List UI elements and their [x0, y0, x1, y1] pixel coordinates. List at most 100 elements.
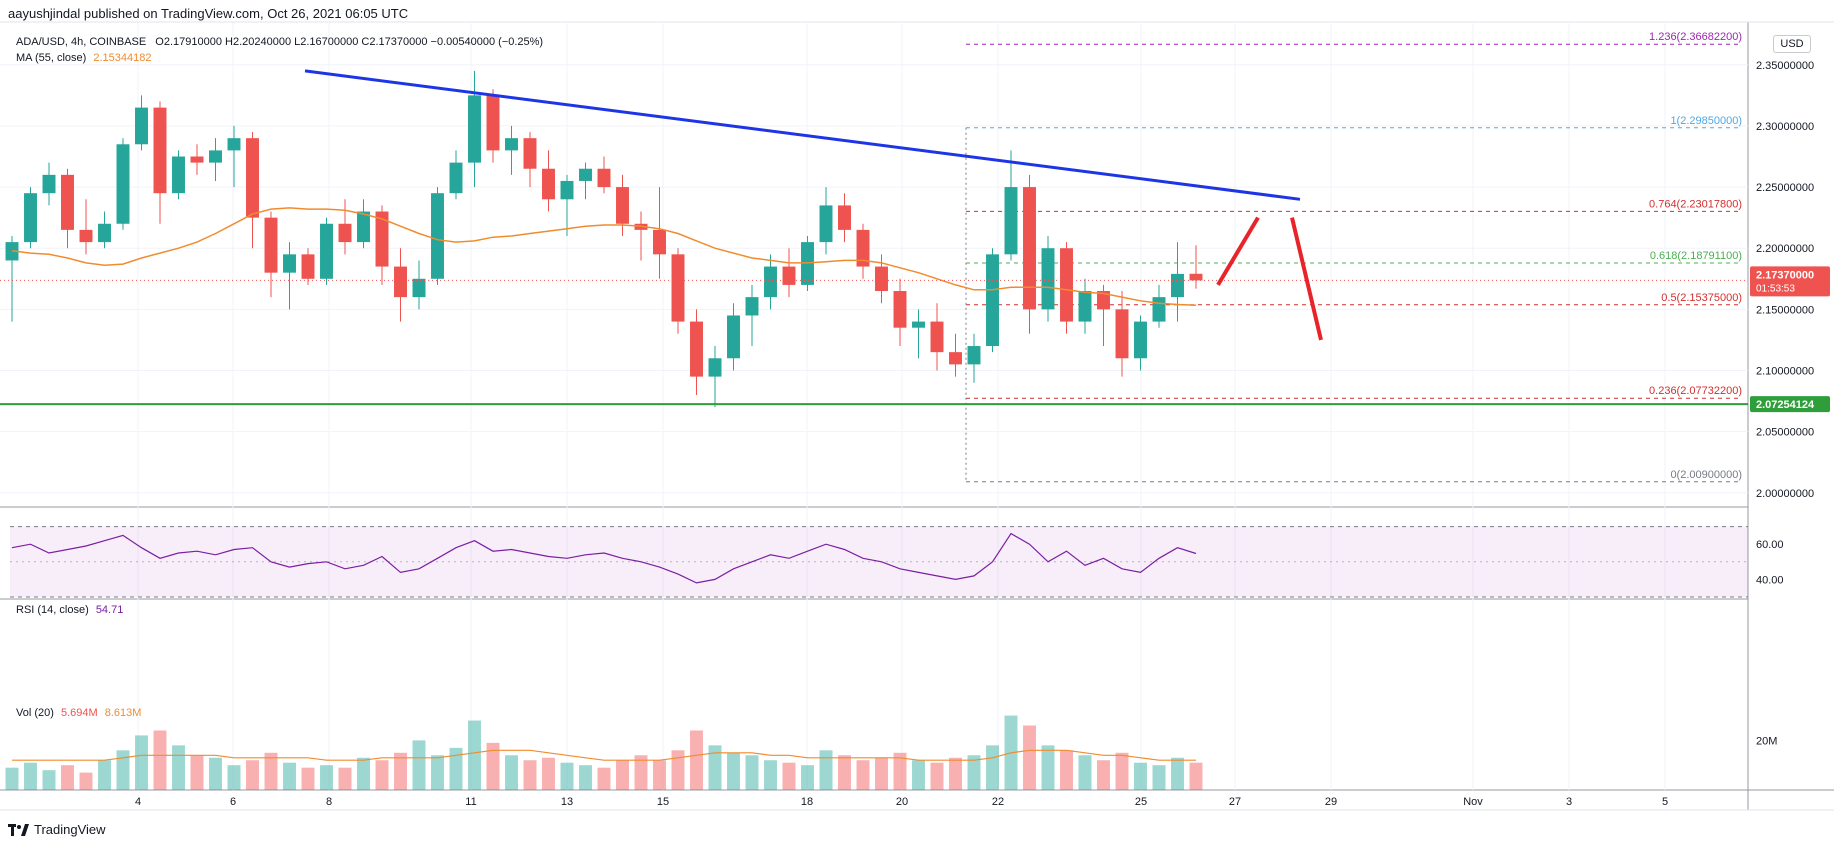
footer: TradingView — [8, 822, 106, 837]
candle-body — [893, 291, 907, 328]
candle-body — [357, 211, 370, 243]
publisher-header: aayushjindal published on TradingView.co… — [8, 6, 409, 21]
grid — [0, 21, 1834, 811]
volume-legend: Vol (20) 5.694M 8.613M — [16, 707, 141, 719]
ma-legend: MA (55, close) 2.15344182 — [16, 52, 152, 64]
candle-body — [246, 138, 259, 218]
candle-body — [542, 168, 555, 200]
fib-label-0-618: 0.618(2.18791100) — [1650, 250, 1742, 262]
volume-bars — [5, 715, 1203, 790]
volume-bar — [597, 767, 611, 790]
candle-body — [782, 266, 796, 285]
support-price-badge — [1750, 396, 1830, 413]
fibonacci-levels: 1.236(2.36682200) 1(2.29850000) 0.764(2.23… — [965, 31, 1742, 483]
volume-bar — [227, 765, 241, 790]
volume-bar — [893, 752, 907, 790]
volume-label: Vol (20) — [16, 707, 54, 719]
candle-body — [523, 138, 537, 169]
volume-bar — [856, 760, 870, 790]
volume-bar — [505, 755, 518, 790]
volume-bar — [375, 760, 389, 790]
volume-bar — [1189, 762, 1203, 790]
volume-bar — [616, 760, 629, 790]
price-tick-label: 2.15000000 — [1756, 304, 1814, 316]
volume-bar — [875, 757, 888, 790]
price-tick-label: 2.35000000 — [1756, 60, 1814, 72]
candle-body — [1004, 187, 1018, 255]
volume-bar — [1078, 755, 1092, 790]
candle-body — [967, 346, 981, 365]
currency-button[interactable]: USD — [1773, 35, 1811, 53]
time-tick-label: 20 — [896, 796, 908, 808]
rsi-tick-label: 60.00 — [1756, 539, 1784, 551]
volume-bar — [98, 760, 111, 790]
price-tick-label: 2.20000000 — [1756, 243, 1814, 255]
volume-tick-label: 20M — [1756, 735, 1777, 747]
candle-body — [1134, 321, 1147, 359]
volume-bar — [486, 742, 500, 790]
candle-body — [24, 193, 37, 243]
price-tick-label: 2.05000000 — [1756, 427, 1814, 439]
volume-bar — [967, 755, 981, 790]
candle-body — [1023, 187, 1036, 310]
volume-bar — [782, 762, 796, 790]
volume-bar — [172, 745, 185, 790]
candle-body — [468, 95, 481, 163]
volume-bar — [301, 767, 315, 790]
volume-bar — [190, 755, 204, 790]
candle-body — [42, 174, 56, 194]
candle-body — [449, 162, 463, 194]
volume-ma-value: 8.613M — [104, 707, 142, 719]
fib-label-0-236: 0.236(2.07732200) — [1649, 385, 1742, 397]
time-tick-label: 13 — [561, 796, 573, 808]
time-tick-label: 8 — [326, 796, 332, 808]
volume-bar — [634, 755, 648, 790]
volume-bar — [246, 760, 259, 790]
time-tick-label: 27 — [1229, 796, 1241, 808]
volume-bar — [579, 765, 592, 790]
candle-body — [98, 223, 111, 243]
symbol-legend: ADA/USD, 4h, COINBASE O2.17910000 H2.202… — [16, 36, 543, 48]
fib-label-0: 0(2.00900000) — [1670, 469, 1742, 481]
price-tick-label: 2.30000000 — [1756, 121, 1814, 133]
rsi-value: 54.71 — [95, 604, 124, 616]
volume-bar — [394, 752, 407, 790]
candle-body — [153, 107, 167, 194]
candle-body — [930, 321, 944, 353]
time-tick-label: 4 — [135, 796, 141, 808]
candle-body — [61, 174, 74, 230]
candle-body — [116, 144, 130, 224]
candle-body — [264, 217, 278, 273]
volume-bar — [412, 740, 426, 790]
volume-bar — [949, 757, 962, 790]
volume-bar — [5, 767, 19, 790]
volume-bar — [209, 757, 222, 790]
volume-bar — [431, 755, 444, 790]
candle-body — [227, 138, 241, 151]
moving-average — [11, 207, 1197, 306]
fib-label-1: 1(2.29850000) — [1670, 115, 1742, 127]
volume-bar — [727, 752, 740, 790]
volume-bar — [24, 762, 37, 790]
candle-body — [560, 180, 574, 200]
time-tick-label: 29 — [1325, 796, 1337, 808]
time-tick-label: Nov — [1463, 796, 1483, 808]
volume-bar — [61, 765, 74, 790]
volume-bar — [1097, 760, 1110, 790]
price-tick-label: 2.10000000 — [1756, 365, 1814, 377]
candle-body — [745, 297, 759, 316]
candle-body — [486, 95, 500, 151]
volume-ma-line — [12, 749, 1196, 761]
time-tick-label: 11 — [465, 796, 476, 808]
axes: 2.35000000 2.30000000 2.25000000 2.20000000… — [135, 60, 1814, 808]
price-labels: 2.17370000 01:53:53 2.07254124 — [1750, 266, 1830, 413]
volume-bar — [671, 750, 685, 790]
price-tick-label: 2.00000000 — [1756, 488, 1814, 500]
volume-bar — [523, 760, 537, 790]
volume-bar — [986, 745, 999, 790]
candle-body — [764, 266, 777, 298]
volume-value: 5.694M — [60, 707, 98, 719]
volume-bar — [1134, 762, 1147, 790]
rsi-legend: RSI (14, close) 54.71 — [16, 604, 123, 616]
ma-value: 2.15344182 — [93, 52, 152, 64]
